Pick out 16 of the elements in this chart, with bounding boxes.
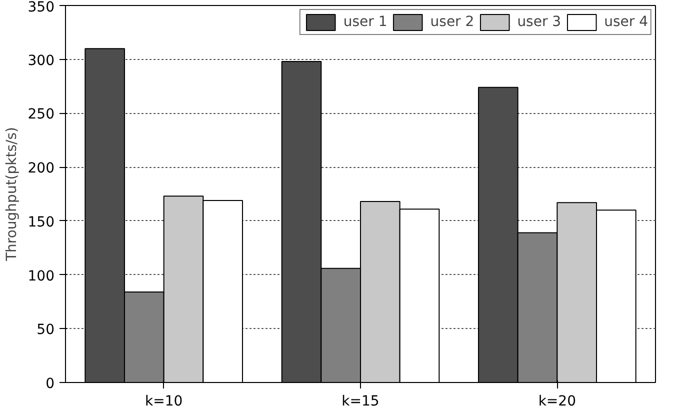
y-tick-label: 250	[28, 106, 55, 123]
x-tick-label: k=20	[538, 394, 576, 410]
x-tick-label: k=10	[145, 394, 183, 410]
y-tick-label: 300	[28, 52, 55, 69]
legend-label: user 2	[430, 14, 474, 30]
legend-label: user 3	[517, 14, 562, 30]
y-tick-label: 50	[36, 322, 55, 338]
y-axis-title: Throughput(pkts/s)	[4, 126, 20, 262]
legend-label: user 1	[343, 14, 388, 30]
y-tick-label: 100	[28, 268, 55, 284]
x-tick-label: k=15	[342, 394, 380, 410]
y-tick-label: 350	[28, 0, 55, 16]
y-tick-label: 200	[28, 160, 55, 177]
y-tick-label: 150	[28, 214, 55, 230]
y-tick-label: 0	[46, 376, 55, 392]
legend-label: user 4	[604, 14, 648, 30]
